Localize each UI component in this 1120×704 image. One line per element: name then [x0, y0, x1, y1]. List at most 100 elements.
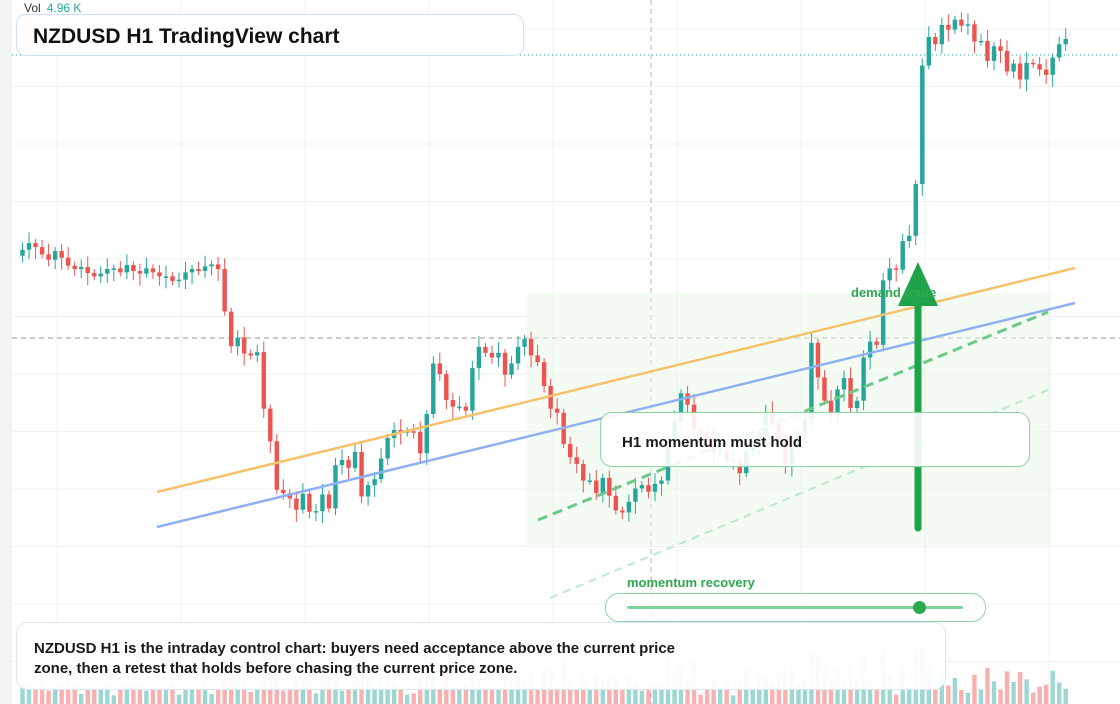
candle-body	[685, 393, 690, 405]
volume-bar	[118, 690, 123, 704]
volume-bar	[144, 690, 149, 704]
volume-bar	[398, 685, 403, 704]
volume-bar	[242, 680, 247, 704]
candle-body	[352, 451, 358, 468]
momentum-slider-knob[interactable]	[913, 601, 927, 614]
volume-bar	[620, 688, 625, 704]
candle-body	[1004, 50, 1010, 72]
volume-bar	[854, 680, 860, 704]
volume-bar	[105, 683, 110, 704]
candle-body	[607, 477, 612, 496]
candle-body	[809, 342, 814, 419]
volume-bar	[568, 682, 573, 704]
demand-arrow-icon	[898, 262, 938, 306]
candle-body	[105, 269, 110, 274]
candle-body	[483, 346, 488, 353]
volume-bar	[307, 678, 312, 704]
candle-body	[26, 243, 32, 250]
candle-body	[939, 24, 945, 45]
volume-bar	[607, 676, 612, 704]
candle-body	[268, 408, 273, 442]
momentum-callout: H1 momentum must hold	[600, 412, 1030, 467]
volume-value: 4.96 K	[46, 1, 82, 15]
candle-body	[248, 353, 253, 356]
volume-bar	[352, 676, 358, 704]
volume-bar	[626, 677, 632, 704]
candle-body	[326, 494, 332, 509]
volume-bar	[163, 690, 169, 704]
volume-bar	[405, 694, 410, 704]
candle-body	[861, 357, 866, 401]
volume-bar	[874, 688, 879, 704]
volume-bar	[457, 690, 462, 704]
candle-body	[320, 494, 325, 512]
candle-body	[978, 40, 984, 43]
volume-bar	[52, 685, 58, 704]
candle-body	[502, 352, 508, 375]
volume-bar	[483, 686, 488, 704]
volume-bar	[750, 685, 755, 704]
volume-bar	[281, 690, 286, 704]
volume-bar	[313, 693, 319, 704]
candle-body	[991, 46, 997, 61]
candle-body	[1037, 64, 1042, 70]
volume-bar	[235, 679, 240, 704]
volume-bar	[137, 685, 143, 704]
volume-bar	[770, 682, 775, 704]
candle-body	[600, 477, 605, 494]
volume-bar	[391, 682, 397, 704]
candle-body	[574, 457, 579, 464]
candle-body	[841, 378, 847, 390]
candle-body	[209, 264, 214, 267]
candle-body	[887, 268, 892, 281]
momentum-slider[interactable]	[605, 593, 986, 622]
volume-bar	[796, 684, 801, 704]
candle-body	[144, 268, 149, 274]
candlestick-series	[20, 12, 1068, 524]
volume-bar	[346, 686, 351, 704]
volume-bar	[972, 674, 977, 704]
candle-body	[170, 276, 175, 281]
candle-body	[489, 352, 495, 358]
candle-body	[522, 338, 527, 347]
volume-bar	[867, 678, 873, 704]
candle-body	[20, 249, 25, 256]
candle-body	[437, 363, 442, 375]
volume-bar	[20, 688, 25, 704]
volume-bar	[1017, 672, 1023, 704]
volume-bar	[79, 694, 84, 704]
candle-body	[261, 352, 266, 409]
volume-bar	[98, 687, 103, 704]
volume-bar	[202, 683, 208, 704]
candle-body	[535, 355, 540, 363]
candle-body	[215, 264, 221, 270]
volume-bar	[131, 684, 136, 704]
candle-body	[450, 400, 456, 407]
candle-body	[85, 267, 90, 274]
candle-body	[228, 311, 234, 347]
volume-bar	[711, 679, 716, 704]
chart-note-box: NZDUSD H1 is the intraday control chart:…	[16, 622, 946, 690]
volume-label: Vol	[24, 1, 41, 15]
candle-body	[933, 36, 938, 45]
candle-body	[900, 241, 905, 270]
candle-body	[998, 46, 1003, 51]
candle-body	[959, 19, 964, 26]
volume-bar	[887, 676, 892, 704]
volume-bar	[463, 684, 469, 704]
candle-body	[98, 273, 103, 277]
candle-body	[509, 363, 514, 375]
candle-body	[307, 493, 312, 512]
volume-bar	[633, 682, 638, 704]
volume-bar	[737, 680, 742, 704]
candle-body	[65, 257, 71, 266]
volume-bar	[92, 688, 97, 704]
volume-legend: Vol 4.96 K	[24, 1, 81, 15]
candle-body	[874, 341, 879, 345]
candle-body	[639, 485, 645, 489]
volume-bar	[437, 685, 442, 704]
candle-body	[867, 341, 873, 358]
candle-body	[880, 280, 886, 345]
volume-bar	[496, 683, 501, 704]
volume-bar	[933, 686, 938, 704]
